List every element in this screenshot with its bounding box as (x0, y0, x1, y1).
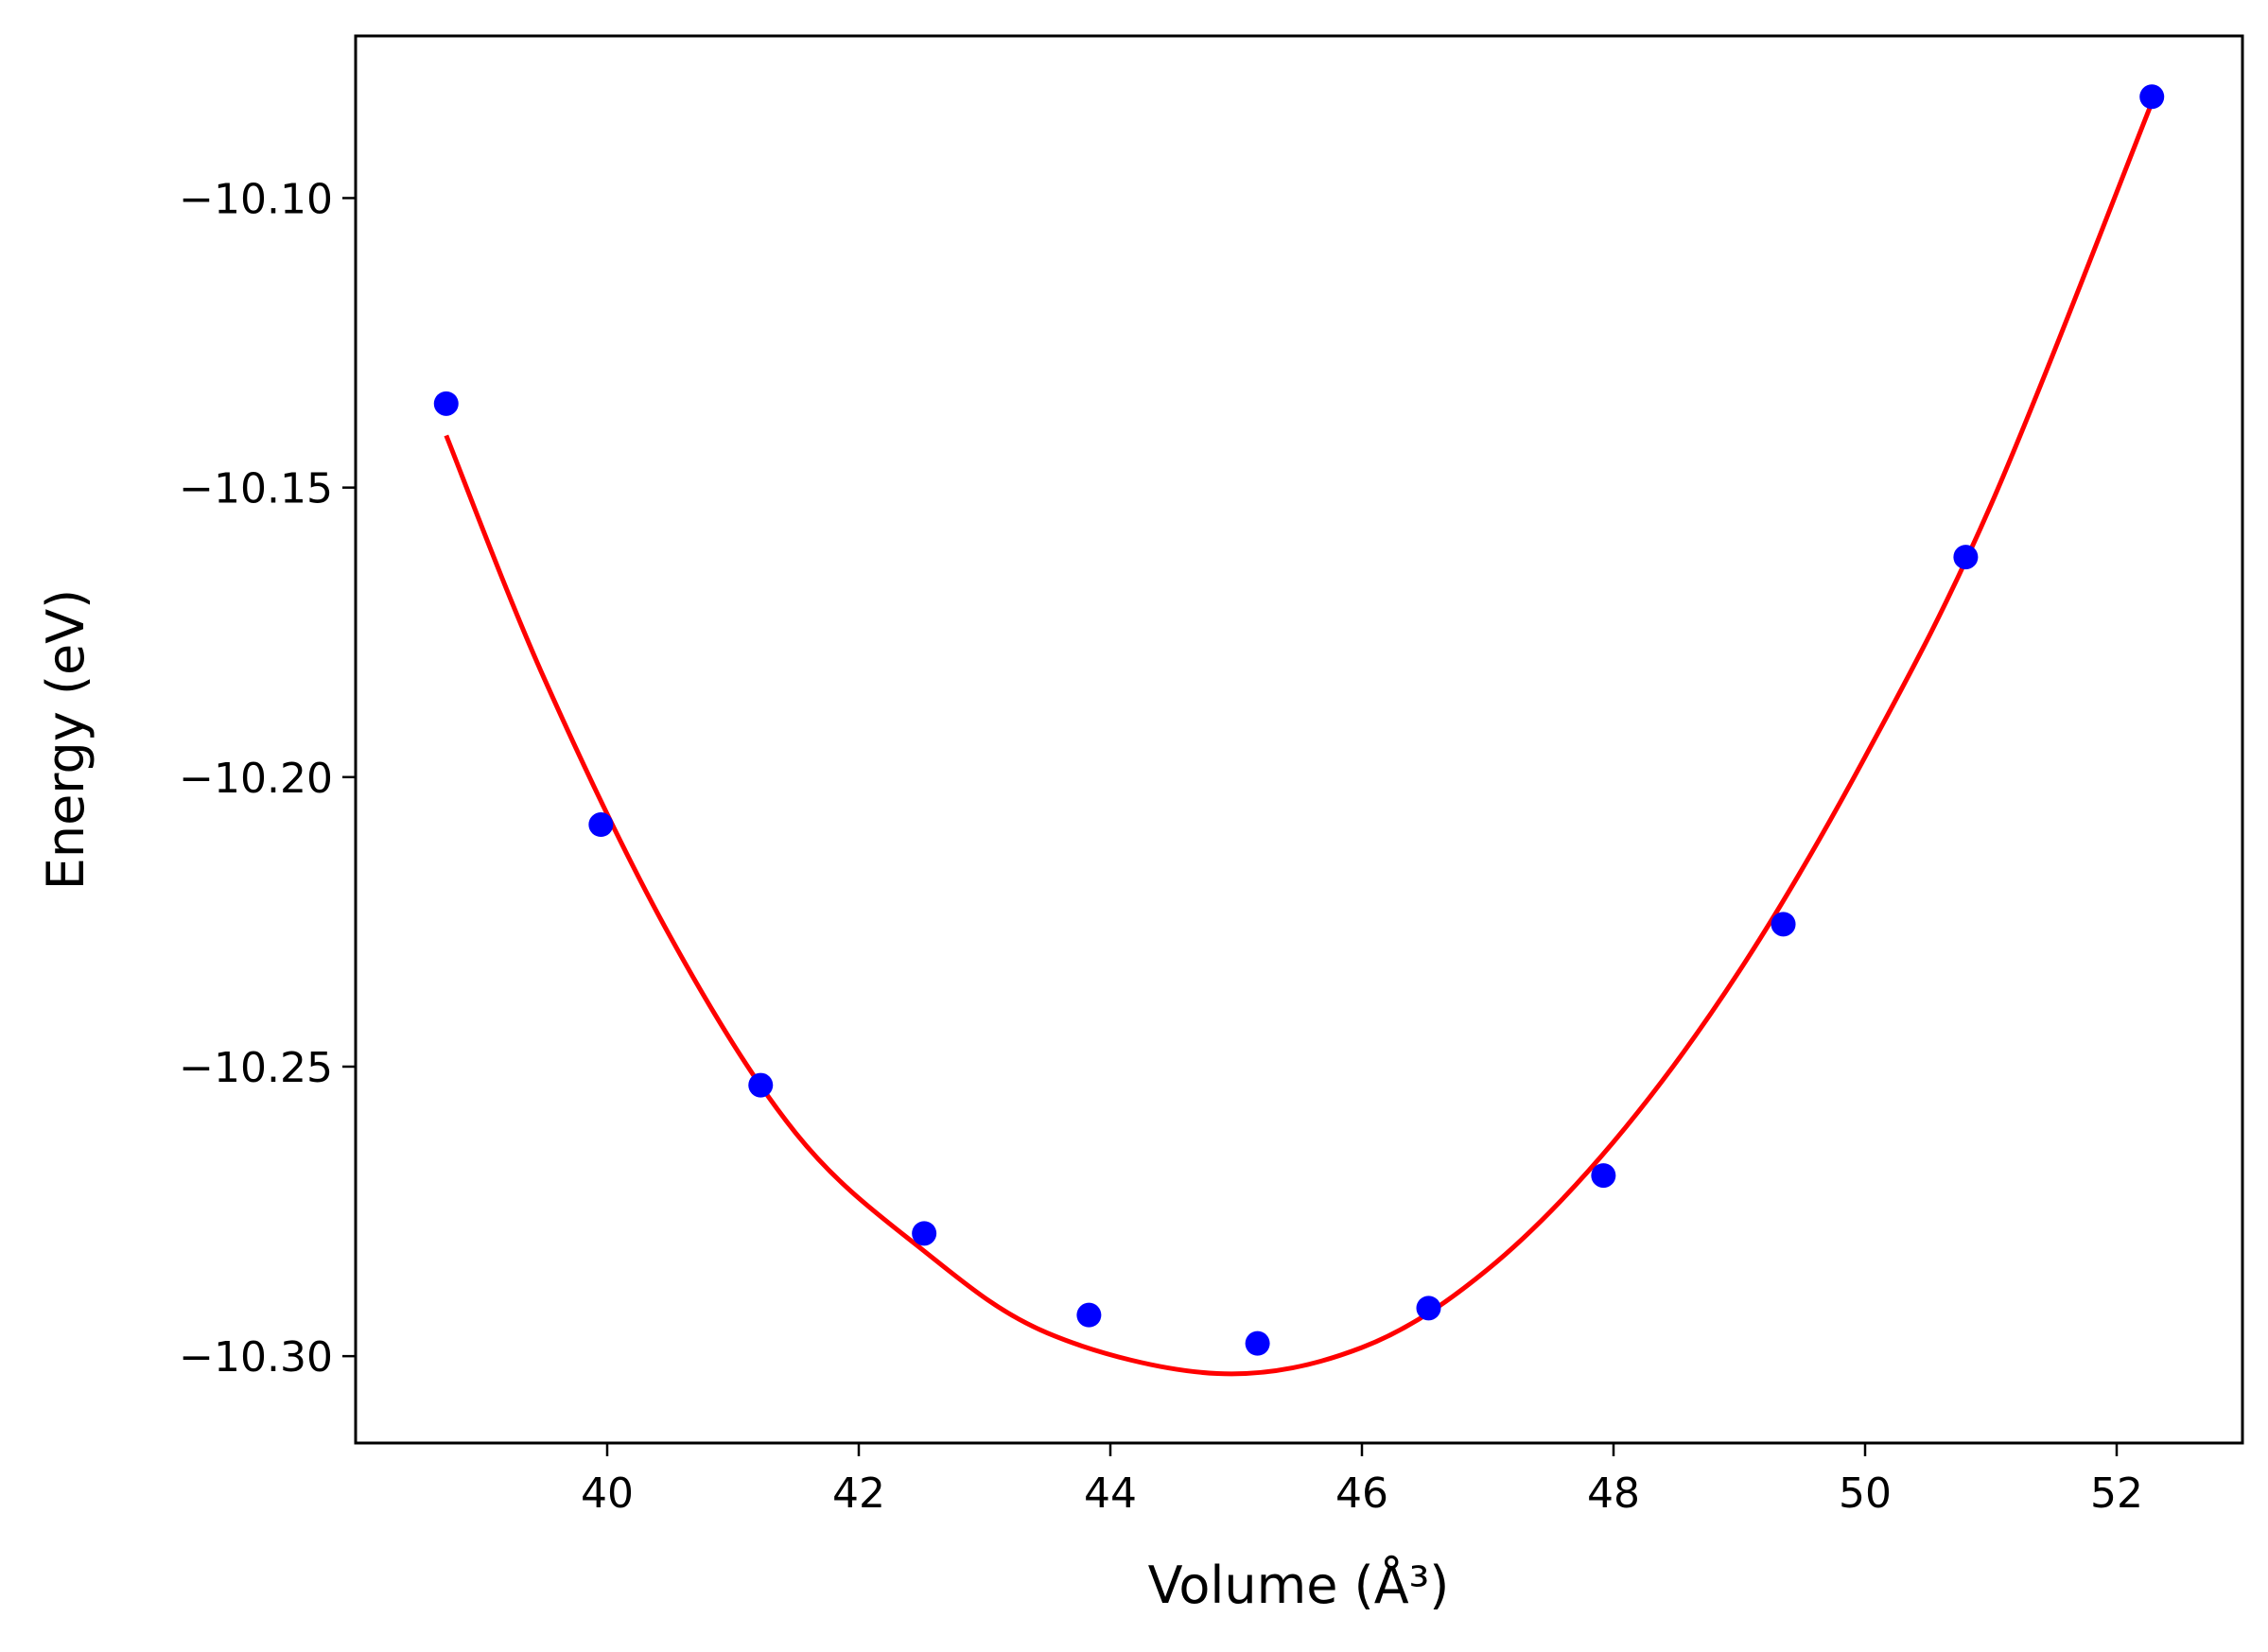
y-axis-label: Energy (eV) (36, 589, 96, 891)
data-point (1245, 1330, 1270, 1356)
data-point (588, 812, 614, 838)
fit-curve (444, 101, 2155, 1377)
x-tick-label: 50 (1839, 1469, 1892, 1518)
x-tick-label: 44 (1084, 1469, 1137, 1518)
data-point (1076, 1302, 1102, 1328)
y-tick-label: −10.15 (179, 465, 333, 513)
x-axis-label: Volume (Å³) (1148, 1555, 1450, 1615)
data-point (748, 1072, 774, 1098)
x-tick-label: 48 (1587, 1469, 1640, 1518)
series-fit-line (444, 101, 2155, 1377)
x-tick-label: 42 (832, 1469, 885, 1518)
ticks: 40 42 44 46 48 50 52 −10.30 −10.25 −10.20 −10.15 −1… (179, 175, 2143, 1518)
x-tick-label: 52 (2090, 1469, 2143, 1518)
y-tick-label: −10.25 (179, 1044, 333, 1092)
y-tick-label: −10.10 (179, 175, 333, 223)
y-tick-label: −10.30 (179, 1333, 333, 1382)
plot-frame (354, 34, 2244, 1445)
data-point (1771, 912, 1796, 937)
data-point (1591, 1163, 1616, 1189)
series-points (433, 84, 2165, 1356)
data-point (1416, 1296, 1441, 1321)
data-point (2139, 84, 2165, 110)
x-tick-label: 40 (581, 1469, 634, 1518)
y-tick-label: −10.20 (179, 755, 333, 803)
data-point (433, 391, 459, 416)
x-tick-label: 46 (1335, 1469, 1388, 1518)
data-point (912, 1221, 937, 1246)
data-point (1953, 545, 1979, 570)
